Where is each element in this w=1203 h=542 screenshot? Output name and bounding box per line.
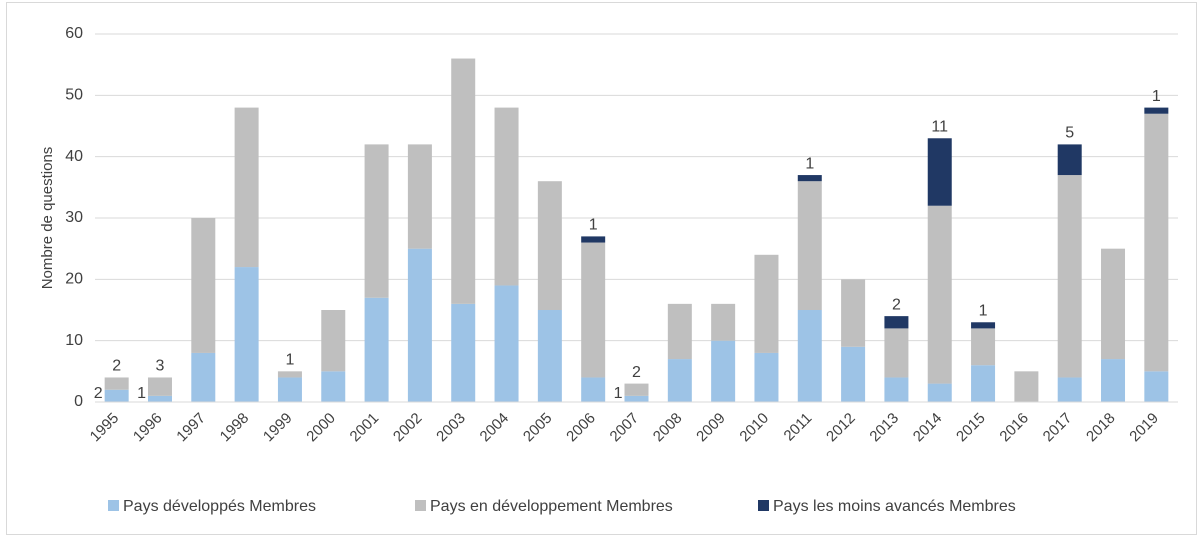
bar-segment [191,218,216,353]
bar-segment [754,254,779,353]
y-tick-label: 30 [65,209,83,226]
bar-segment [104,377,129,390]
bar-segment [797,175,822,182]
bar-segment [711,303,736,341]
data-label: 5 [1065,125,1074,142]
bar-segment [147,395,172,402]
data-label: 1 [1152,88,1161,105]
bar-segment [1101,248,1126,360]
bar-segment [1144,113,1169,372]
bar-segment [451,303,476,402]
bar-segment [667,359,692,402]
bar-segment [1057,144,1082,176]
data-label: 2 [94,385,103,402]
y-tick-label: 20 [65,271,83,288]
legend-swatch [108,500,119,511]
bar-segment [971,322,996,329]
bar-segment [277,377,302,402]
bar-segment [364,297,389,402]
bar-segment [494,285,519,402]
bar-segment [971,328,996,366]
bar-segment [277,371,302,378]
bar-segment [364,144,389,298]
bar-segment [537,310,562,402]
bar-segment [797,181,822,310]
bar-segment [884,316,909,329]
y-tick-label: 0 [74,393,83,410]
bar-segment [234,267,259,402]
legend-label: Pays les moins avancés Membres [773,498,1016,515]
y-tick-label: 40 [65,148,83,165]
bar-segment [1057,175,1082,378]
y-tick-label: 10 [65,332,83,349]
bar-segment [451,58,476,304]
bar-segment [624,383,649,396]
bar-segment [667,303,692,360]
bar-segment [1014,371,1039,402]
bar-segment [624,395,649,402]
bar-segment [321,371,346,402]
data-label: 2 [892,296,901,313]
bar-segment [1057,377,1082,402]
data-label: 2 [632,364,641,381]
bar-segment [1101,359,1126,402]
data-label: 1 [979,302,988,319]
y-axis-label: Nombre de questions [39,147,56,290]
data-label: 1 [614,385,623,402]
legend-swatch [415,500,426,511]
bar-segment [927,138,952,206]
bar-segment [537,181,562,310]
bar-segment [191,352,216,402]
bar-segment [927,383,952,402]
data-label: 1 [805,155,814,172]
data-label: 3 [156,358,165,375]
data-label: 2 [112,358,121,375]
bar-segment [104,389,129,402]
bar-segment [407,248,432,402]
bar-segment [754,352,779,402]
bar-segment [494,107,519,286]
bar-segment [1144,107,1169,114]
y-tick-label: 50 [65,87,83,104]
bar-segment [581,236,606,243]
bar-segment [711,340,736,402]
legend-swatch [758,500,769,511]
y-tick-label: 60 [65,25,83,42]
bar-segment [321,310,346,372]
bar-segment [884,328,909,378]
bar-segment [581,242,606,378]
bar-segment [407,144,432,249]
bar-segment [927,205,952,384]
bar-segment [1144,371,1169,402]
legend-label: Pays en développement Membres [430,498,673,515]
bar-segment [234,107,259,268]
bar-segment [971,365,996,402]
bar-segment [841,346,866,402]
bar-segment [581,377,606,402]
legend-label: Pays développés Membres [123,498,316,515]
bar-segment [797,310,822,402]
data-label: 1 [589,217,598,234]
bar-segment [147,377,172,396]
bar-segment [841,279,866,347]
bar-segment [884,377,909,402]
data-label: 11 [931,118,948,135]
data-label: 1 [285,352,294,369]
data-label: 1 [137,385,146,402]
